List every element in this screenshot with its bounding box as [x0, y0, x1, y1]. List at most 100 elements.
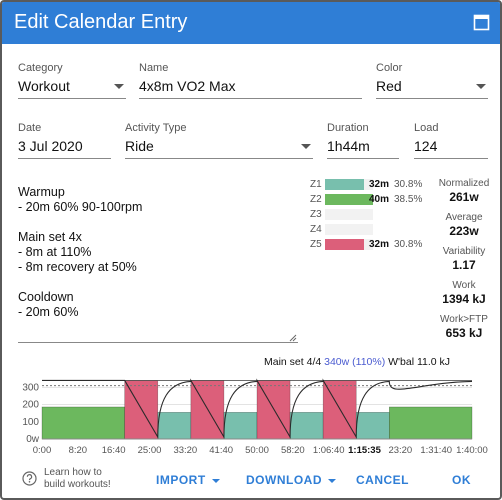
zone-row-z3: Z3: [310, 208, 430, 222]
x-tick-label: 50:00: [245, 445, 269, 456]
workout-power-chart[interactable]: 0w 100 200 300 0:00 8:20 16:40 25:00 33:20 41:40 5…: [14, 369, 494, 459]
workout-description-textarea[interactable]: Warmup - 20m 60% 90-100rpm Main set 4x -…: [18, 185, 298, 345]
zone-label: Z4: [310, 224, 322, 235]
stat-work-over-ftp: Work>FTP 653 kJ: [430, 314, 498, 340]
stat-label: Work>FTP: [440, 314, 488, 325]
zone-row-z5: Z5 32m 30.8%: [310, 238, 430, 252]
duration-field[interactable]: Duration 1h44m: [327, 122, 399, 160]
duration-label: Duration: [327, 122, 369, 134]
name-value: 4x8m VO2 Max: [139, 78, 236, 94]
x-tick-label: 1:40:00: [456, 445, 488, 456]
load-label: Load: [414, 122, 439, 134]
zone-label: Z2: [310, 194, 322, 205]
stat-label: Average: [445, 212, 483, 223]
zone-label: Z1: [310, 179, 322, 190]
activity-type-value: Ride: [125, 138, 154, 154]
x-tick-label: 1:31:40: [420, 445, 452, 456]
workout-segment: [223, 412, 258, 440]
import-button[interactable]: IMPORT: [156, 473, 220, 487]
notes-line: Main set 4x: [18, 230, 82, 244]
stat-value: 653 kJ: [445, 326, 483, 340]
help-line-2: build workouts!: [44, 479, 111, 490]
y-tick-label: 300: [22, 382, 39, 393]
name-field[interactable]: Name 4x8m VO2 Max: [139, 62, 362, 100]
stat-work: Work 1394 kJ: [430, 280, 498, 306]
activity-type-label: Activity Type: [125, 122, 187, 134]
category-value: Workout: [18, 78, 70, 94]
name-label: Name: [139, 62, 169, 74]
stat-value: 223w: [449, 224, 479, 238]
date-value: 3 Jul 2020: [18, 138, 83, 154]
activity-type-dropdown-icon: [301, 144, 311, 149]
maximize-icon[interactable]: [473, 14, 490, 31]
duration-value: 1h44m: [327, 138, 370, 154]
cancel-label: CANCEL: [356, 473, 409, 487]
x-tick-label: 25:00: [138, 445, 162, 456]
zone-percent: 38.5%: [394, 194, 423, 205]
zone-bar: [325, 194, 373, 205]
zone-time: 32m: [369, 179, 390, 190]
stat-normalized: Normalized 261w: [430, 178, 498, 204]
download-dropdown-icon: [328, 478, 336, 483]
cancel-button[interactable]: CANCEL: [356, 473, 409, 487]
x-tick-label: 0:00: [33, 445, 52, 456]
category-select[interactable]: Category Workout: [18, 62, 126, 100]
date-field[interactable]: Date 3 Jul 2020: [18, 122, 111, 160]
zone-bar: [325, 179, 364, 190]
x-tick-label: 8:20: [69, 445, 88, 456]
notes-line: - 20m 60% 90-100rpm: [18, 200, 143, 214]
ok-label: OK: [452, 473, 471, 487]
notes-line: Cooldown: [18, 290, 74, 304]
import-dropdown-icon: [211, 478, 220, 483]
x-tick-label: 33:20: [173, 445, 197, 456]
dialog-footer: Learn how to build workouts! IMPORT DOWN…: [2, 464, 500, 498]
y-tick-label: 100: [22, 417, 39, 428]
ok-button[interactable]: OK: [452, 473, 471, 487]
color-select[interactable]: Color Red: [376, 62, 488, 100]
zone-row-z1: Z1 32m 30.8%: [310, 178, 430, 192]
zone-percent: 30.8%: [394, 179, 423, 190]
stat-label: Variability: [442, 246, 486, 257]
workout-segment: [389, 406, 473, 440]
date-label: Date: [18, 122, 42, 134]
stat-variability: Variability 1.17: [430, 246, 498, 272]
zone-time: 32m: [369, 239, 390, 250]
stat-value: 261w: [449, 190, 479, 204]
x-tick-label: 1:06:40: [313, 445, 345, 456]
download-button[interactable]: DOWNLOAD: [246, 473, 336, 487]
chart-power-label: 340w (110%): [324, 356, 386, 368]
zone-row-z4: Z4: [310, 223, 430, 237]
download-label: DOWNLOAD: [246, 473, 322, 487]
chart-wbal-label: W'bal 11.0 kJ: [388, 356, 451, 368]
zone-label: Z3: [310, 209, 322, 220]
load-field[interactable]: Load 124: [414, 122, 488, 160]
notes-line: Warmup: [18, 185, 65, 199]
load-value: 124: [414, 138, 438, 154]
help-line-1: Learn how to: [44, 467, 102, 478]
stat-value: 1394 kJ: [442, 292, 486, 306]
zone-label: Z5: [310, 239, 322, 250]
dialog-title: Edit Calendar Entry: [14, 11, 188, 33]
zone-time: 40m: [369, 194, 390, 205]
workout-segment: [41, 406, 125, 440]
x-tick-label: 1:15:35: [348, 445, 381, 456]
wbal-curve: [42, 378, 473, 440]
workout-segment: [355, 412, 390, 440]
help-icon[interactable]: [22, 471, 37, 486]
x-tick-label: 16:40: [102, 445, 126, 456]
y-tick-label: 0w: [26, 434, 40, 445]
stat-average: Average 223w: [430, 212, 498, 238]
resize-handle-icon[interactable]: [289, 334, 297, 342]
activity-type-select[interactable]: Activity Type Ride: [125, 122, 313, 160]
help-link[interactable]: Learn how to build workouts!: [44, 467, 111, 491]
color-value: Red: [376, 78, 402, 94]
notes-line: - 20m 60%: [18, 305, 79, 319]
x-tick-label: 58:20: [281, 445, 305, 456]
y-tick-label: 200: [22, 400, 39, 411]
stat-label: Work: [452, 280, 476, 291]
category-dropdown-icon: [114, 84, 124, 89]
workout-segment: [289, 412, 324, 440]
notes-line: - 8m recovery at 50%: [18, 260, 137, 274]
zone-row-z2: Z2 40m 38.5%: [310, 193, 430, 207]
